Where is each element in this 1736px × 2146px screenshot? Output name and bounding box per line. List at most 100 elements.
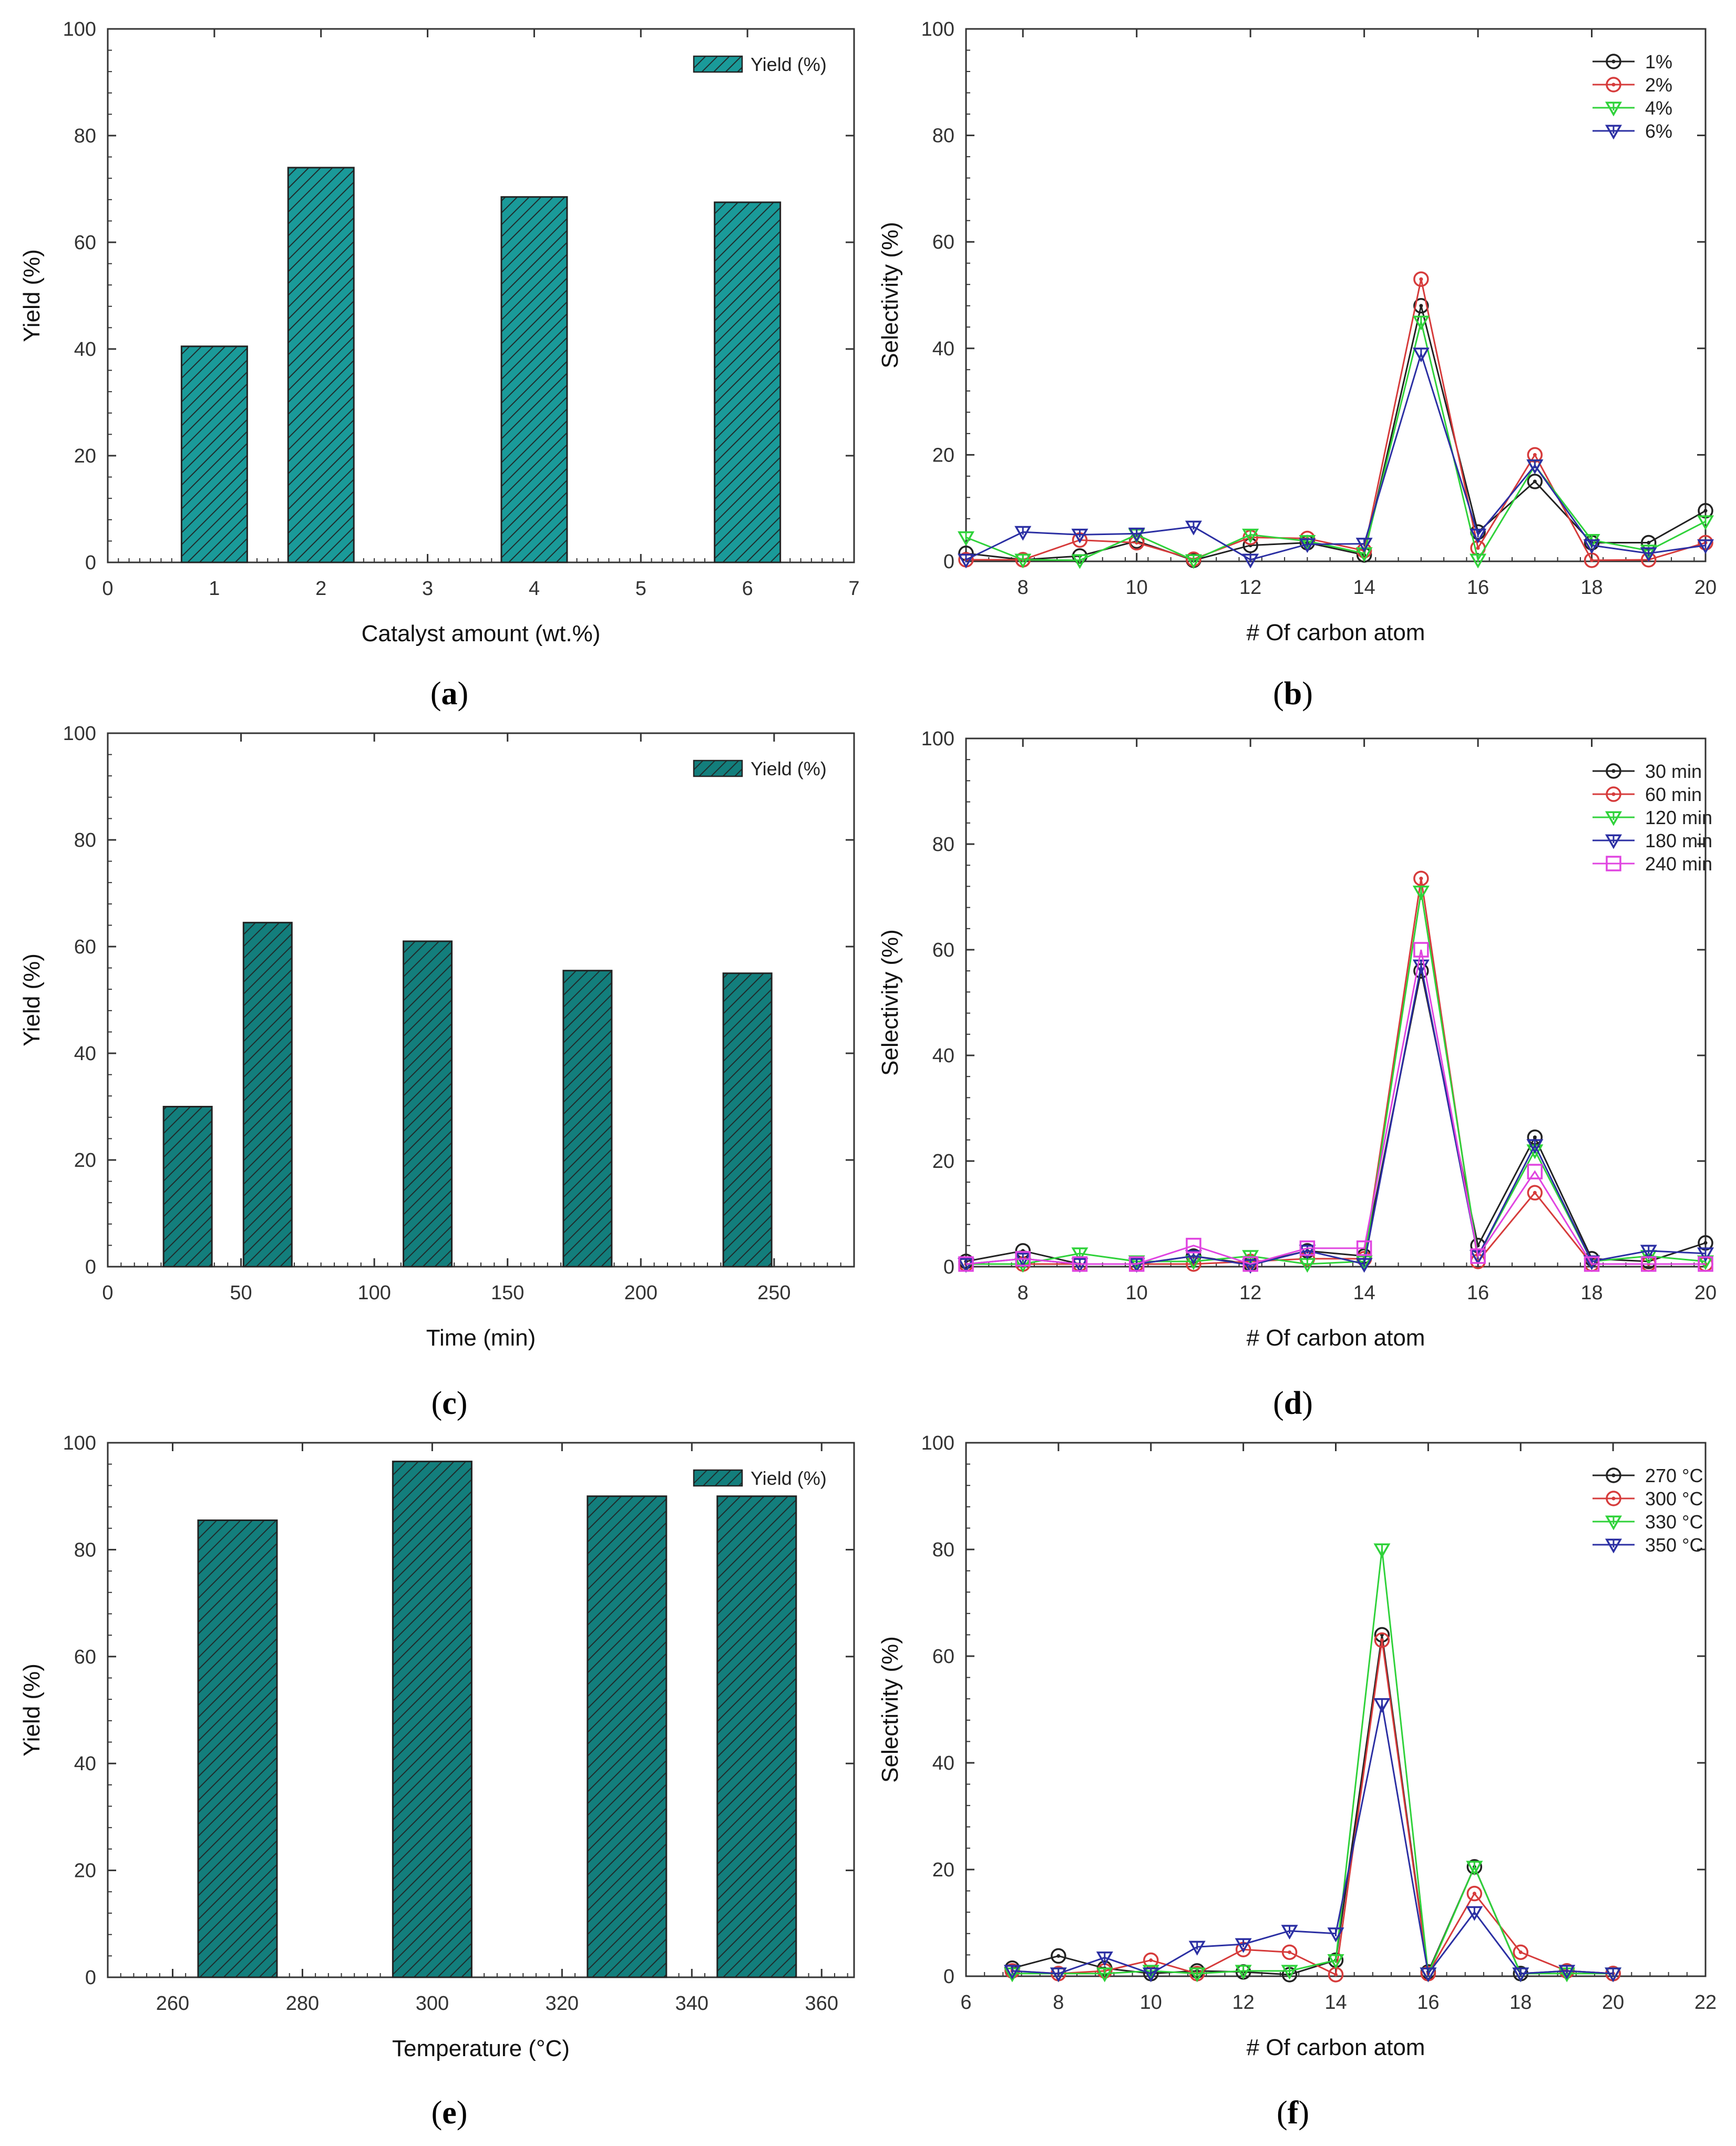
- x-tick-label: 20: [1602, 1991, 1624, 2014]
- plot-frame: [107, 1442, 855, 1978]
- legend-label: 1%: [1645, 51, 1672, 73]
- bar: [392, 1461, 472, 1978]
- y-axis-label: Selectivity (%): [877, 222, 903, 368]
- data-point: [1281, 1944, 1298, 1960]
- legend-label: Yield (%): [751, 1467, 827, 1489]
- bar: [714, 201, 782, 563]
- data-point: [1072, 1256, 1088, 1272]
- legend-marker-dot: [1611, 769, 1616, 773]
- y-tick-label: 60: [74, 1646, 96, 1668]
- x-tick-label: 7: [848, 578, 859, 600]
- legend-marker: [1606, 856, 1621, 871]
- data-point-dot: [1419, 876, 1423, 880]
- x-tick-label: 18: [1580, 577, 1603, 599]
- x-tick-label: 8: [1053, 1991, 1064, 2014]
- y-tick-label: 0: [85, 1256, 96, 1278]
- legend-label: 2%: [1645, 74, 1672, 96]
- panel-label: (d): [1273, 1385, 1313, 1421]
- x-tick-label: 20: [1694, 1282, 1717, 1304]
- series-line: [1012, 1640, 1614, 1976]
- x-tick-label: 0: [102, 578, 113, 600]
- x-tick-label: 0: [102, 1282, 113, 1304]
- bar: [197, 1519, 278, 1978]
- data-point-dot: [1703, 509, 1708, 513]
- series-line: [965, 970, 1706, 1265]
- y-tick-label: 0: [943, 551, 954, 573]
- y-tick-label: 0: [943, 1256, 954, 1278]
- y-tick-label: 60: [74, 232, 96, 254]
- legend-marker-dot: [1611, 59, 1616, 64]
- data-point: [1015, 1251, 1031, 1267]
- y-tick-label: 0: [85, 1967, 96, 1989]
- bar: [562, 970, 613, 1268]
- data-point: [1413, 942, 1429, 958]
- panel-label: (f): [1277, 2095, 1309, 2131]
- data-point: [1413, 271, 1429, 287]
- x-tick-label: 10: [1140, 1991, 1162, 2014]
- y-tick-label: 0: [943, 1966, 954, 1988]
- y-tick-label: 60: [932, 231, 954, 253]
- legend-swatch: [693, 1469, 743, 1487]
- x-tick-label: 18: [1509, 1991, 1532, 2014]
- series-line: [1012, 1704, 1614, 1976]
- panel-label: (b): [1273, 676, 1313, 712]
- x-tick-label: 2: [315, 578, 326, 600]
- x-tick-label: 8: [1018, 577, 1029, 599]
- chart-panel-a: 0 20 40 60 80 100 0 1 2 3 4 5 6 7 Catalyst amount (wt.…: [19, 18, 860, 712]
- series-line: [1012, 1635, 1614, 1976]
- data-point-dot: [1334, 1973, 1338, 1977]
- y-tick-label: 80: [932, 1539, 954, 1561]
- x-tick-label: 14: [1353, 1282, 1375, 1304]
- data-point: [1128, 1256, 1145, 1272]
- y-tick-label: 100: [63, 723, 96, 745]
- data-point: [1242, 1256, 1258, 1272]
- y-tick-label: 40: [932, 1045, 954, 1067]
- data-point-dot: [1533, 1190, 1537, 1195]
- y-tick-label: 40: [74, 338, 96, 361]
- series-line: [965, 305, 1706, 561]
- legend-marker-dot: [1611, 1473, 1616, 1477]
- bar: [242, 921, 293, 1268]
- x-tick-label: 1: [209, 578, 220, 600]
- y-tick-label: 80: [74, 829, 96, 851]
- y-tick-label: 20: [74, 1149, 96, 1172]
- legend-marker: [1606, 763, 1621, 779]
- data-point: [1641, 1256, 1657, 1272]
- y-axis-label: Selectivity (%): [877, 929, 903, 1076]
- data-point-dot: [1288, 1950, 1292, 1954]
- chart-panel-c: 0 20 40 60 80 100 0 50 100 150 200 250 Time (min) Yie…: [19, 723, 855, 1421]
- y-tick-label: 20: [932, 1859, 954, 1881]
- data-point: [1051, 1948, 1066, 1964]
- y-tick-label: 100: [921, 1432, 954, 1454]
- y-axis-label: Selectivity (%): [877, 1636, 903, 1783]
- bar: [716, 1495, 797, 1978]
- x-tick-label: 16: [1417, 1991, 1439, 2014]
- y-tick-label: 80: [74, 125, 96, 147]
- x-tick-label: 280: [286, 1993, 319, 2015]
- legend-label: 60 min: [1645, 784, 1702, 805]
- data-point-dot: [1533, 453, 1537, 457]
- legend-marker: [1606, 77, 1621, 93]
- series-line: [1012, 1549, 1614, 1977]
- y-tick-label: 80: [74, 1539, 96, 1561]
- series-line: [965, 949, 1706, 1265]
- x-tick-label: 5: [635, 578, 646, 600]
- legend-swatch: [693, 55, 743, 73]
- series-line: [966, 279, 1706, 561]
- y-tick-label: 100: [63, 18, 96, 40]
- x-tick-label: 12: [1239, 1282, 1261, 1304]
- panel-label: (c): [432, 1385, 468, 1421]
- data-point: [1299, 1240, 1316, 1256]
- data-point-dot: [1380, 1638, 1384, 1642]
- panel-label: (a): [430, 676, 468, 712]
- legend-label: 6%: [1645, 120, 1672, 142]
- data-point-dot: [1518, 1950, 1523, 1954]
- series-line: [965, 965, 1706, 1266]
- x-axis-label: # Of carbon atom: [1247, 620, 1425, 645]
- data-point: [1356, 1240, 1372, 1256]
- x-tick-label: 16: [1467, 1282, 1489, 1304]
- chart-panel-e: 0 20 40 60 80 100 260 280 300 320 340 360 Temperatur…: [19, 1432, 855, 2131]
- legend-label: Yield (%): [751, 758, 827, 779]
- data-point: [1527, 474, 1543, 489]
- x-tick-label: 50: [230, 1282, 252, 1304]
